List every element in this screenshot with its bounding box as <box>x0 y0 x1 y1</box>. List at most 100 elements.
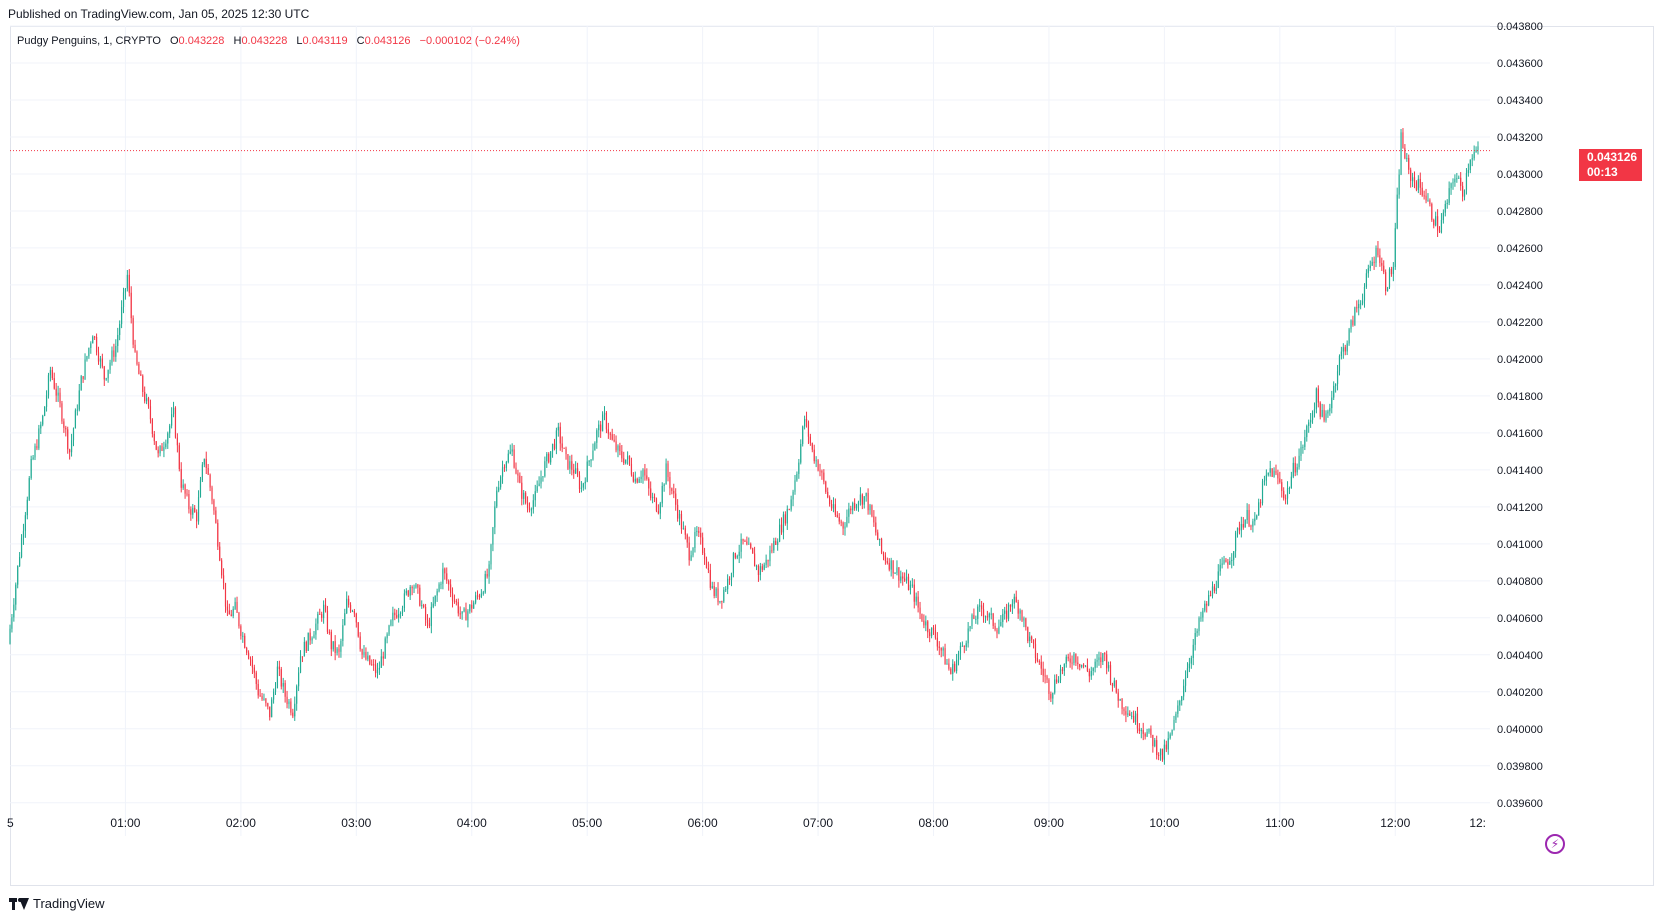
candle-body <box>1398 174 1400 195</box>
candle-body <box>26 499 28 516</box>
candle-body <box>419 587 421 606</box>
candle-body <box>1171 729 1173 735</box>
candle-body <box>1321 409 1323 417</box>
x-tick-label: 06:00 <box>688 816 718 830</box>
candle-body <box>551 443 554 452</box>
candle-body <box>1140 729 1142 731</box>
candle-body <box>896 567 898 573</box>
candle-body <box>315 623 317 635</box>
candle-body <box>746 541 748 545</box>
candle-body <box>969 626 971 629</box>
candle-body <box>861 494 863 505</box>
candle-body <box>242 635 244 637</box>
candle-body <box>503 467 506 469</box>
candle-body <box>688 542 690 561</box>
candle-body <box>994 625 996 630</box>
candle-body <box>761 566 763 570</box>
candle-body <box>904 578 906 581</box>
candle-body <box>1029 636 1031 642</box>
candle-body <box>1100 657 1102 663</box>
candle-body <box>857 501 860 505</box>
candle-body <box>382 656 384 659</box>
candle-body <box>84 359 86 379</box>
candle-body <box>738 551 740 556</box>
candle-body <box>1360 303 1362 305</box>
candle-body <box>1373 261 1375 263</box>
candle-body <box>886 561 888 563</box>
candle-body <box>769 550 771 562</box>
candle-body <box>1134 713 1137 723</box>
candle-body <box>286 696 288 705</box>
candle-body <box>321 614 323 619</box>
candle-body <box>1285 498 1287 500</box>
candle-body <box>805 418 808 422</box>
candle-body <box>63 421 65 428</box>
candle-body <box>944 648 946 665</box>
candle-body <box>973 615 975 619</box>
candle-body <box>1446 202 1448 205</box>
candle-body <box>990 613 992 615</box>
candle-body <box>1435 216 1437 226</box>
candle-body <box>559 426 561 444</box>
candle-body <box>925 621 927 626</box>
x-tick-label: 05:00 <box>572 816 602 830</box>
candle-body <box>257 683 259 696</box>
candle-body <box>1271 468 1273 477</box>
candle-body <box>509 451 511 454</box>
candle-body <box>588 461 590 463</box>
candle-body <box>794 480 796 492</box>
candle-body <box>1138 728 1140 731</box>
candle-body <box>571 461 573 470</box>
candle-body <box>111 350 113 363</box>
candle-body <box>184 484 186 494</box>
candle-body <box>496 490 498 507</box>
candle-body <box>1371 261 1373 266</box>
candle-body <box>484 574 486 593</box>
candle-body <box>1044 675 1046 677</box>
candle-body <box>1408 157 1410 170</box>
candle-body <box>392 612 394 621</box>
candle-body <box>1136 713 1139 729</box>
candle-body <box>1281 482 1283 491</box>
candle-body <box>1217 571 1219 588</box>
lightning-bolt-icon[interactable]: ⚡ <box>1545 834 1565 854</box>
candle-body <box>632 474 634 482</box>
candle-body <box>707 568 710 570</box>
candle-body <box>742 538 744 541</box>
candle-body <box>1234 532 1237 552</box>
candle-body <box>1048 679 1050 694</box>
candle-body <box>401 608 404 613</box>
candle-body <box>421 605 423 607</box>
candle-body <box>598 424 600 431</box>
candle-body <box>80 376 82 391</box>
candle-body <box>338 648 340 652</box>
candle-body <box>913 584 915 602</box>
candle-body <box>1084 665 1087 667</box>
candle-body <box>38 428 40 449</box>
candle-body <box>584 481 586 484</box>
candle-body <box>825 481 827 492</box>
candle-body <box>440 583 442 585</box>
candle-body <box>813 449 815 462</box>
tradingview-brand[interactable]: TradingView <box>9 896 105 911</box>
candle-body <box>1117 692 1119 701</box>
candle-body <box>1190 657 1192 664</box>
candle-body <box>271 699 273 718</box>
candle-body <box>492 527 494 545</box>
candle-body <box>438 584 440 592</box>
candle-body <box>457 602 459 614</box>
candle-body <box>1015 596 1017 603</box>
candle-body <box>411 586 413 589</box>
candle-body <box>90 343 92 348</box>
candle-body <box>644 469 646 476</box>
candle-body <box>975 618 977 620</box>
candle-body <box>979 605 981 607</box>
candle-body <box>1127 713 1129 715</box>
candle-body <box>1313 409 1316 413</box>
candle-body <box>178 445 180 470</box>
candle-body <box>328 631 330 633</box>
candle-body <box>167 433 169 444</box>
candle-body <box>600 424 602 432</box>
candle-body <box>846 516 848 527</box>
